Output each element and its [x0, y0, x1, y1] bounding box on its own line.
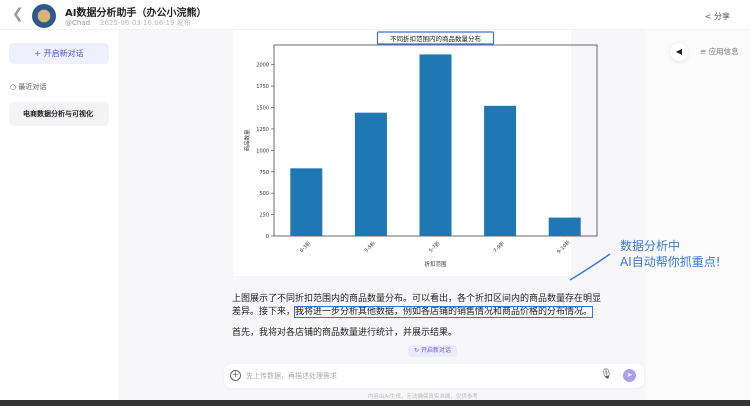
assistant-message: 上图展示了不同折扣范围内的商品数量分布。可以看出，各个折扣区间内的商品数量存在明… — [232, 293, 602, 318]
avatar — [32, 4, 56, 28]
annotation-line1: 数据分析中 — [620, 239, 681, 253]
bar-9-10折 — [548, 217, 581, 236]
new-chat-button[interactable]: + 开启新对话 — [9, 43, 109, 64]
send-button[interactable]: ➤ — [623, 369, 636, 382]
annotation: 数据分析中 AI自动帮你抓重点! — [620, 238, 721, 270]
y-axis-label: 商品数量 — [243, 129, 251, 152]
info-icon: ≡ — [700, 47, 709, 56]
share-icon: < — [704, 12, 712, 21]
y-tick-label: 250 — [259, 213, 269, 219]
y-tick-label: 0 — [266, 234, 269, 240]
chart-title: 不同折扣范围内的商品数量分布 — [390, 34, 482, 43]
input-placeholder: 先上传数据，再描述处理需求 — [246, 372, 337, 380]
y-tick-label: 1000 — [256, 148, 269, 154]
upload-plus-icon[interactable]: + — [230, 370, 241, 381]
bar-5-7折 — [419, 54, 452, 236]
recent-label: ○ 最近对话 — [10, 82, 46, 92]
publish-time: 2025-06-03 16:06:19 发布 — [100, 19, 191, 27]
message-text-2: 首先，我将对各店铺的商品数量进行统计，并展示结果。 — [232, 328, 458, 338]
y-tick-label: 1750 — [256, 84, 269, 90]
new-chat-chip[interactable]: ↻ 开启新对话 — [408, 345, 457, 357]
share-button[interactable]: < 分享 — [705, 11, 730, 22]
bar-0-3折 — [290, 168, 323, 236]
bar-3-5折 — [354, 112, 387, 236]
app-title: AI数据分析助手（办公小浣熊） — [65, 8, 207, 19]
header: ❮ AI数据分析助手（办公小浣熊） @Chad 2025-06-03 16:06:… — [0, 0, 750, 30]
y-tick-label: 1500 — [256, 106, 269, 112]
app-info-button[interactable]: ≡ 应用信息 — [700, 46, 739, 57]
x-axis-label: 折扣范围 — [424, 260, 447, 268]
app-info-label: 应用信息 — [708, 47, 739, 56]
author-info: @Chad 2025-06-03 16:06:19 发布 — [65, 18, 191, 28]
chat-icon: ○ — [10, 83, 19, 91]
speaker-icon[interactable]: ◀ — [670, 43, 688, 61]
bar-7-9折 — [484, 105, 517, 236]
highlighted-text: 我将进一步分析其他数据，例如各店铺的销售情况和商品价格的分布情况。 — [294, 305, 594, 318]
author: @Chad — [65, 19, 91, 27]
taskbar — [0, 400, 750, 406]
y-tick-label: 500 — [259, 191, 269, 197]
bar-chart: 0 250 500 750 1000 1250 1500 1750 2000 0-3折 3-5折 5-… — [243, 31, 598, 268]
microphone-icon[interactable]: 🎙 — [600, 369, 613, 380]
disclaimer: 内容由AI生成，无法确保真实准确，仅供参考 — [368, 394, 478, 400]
x-tick-label: 5-7折 — [427, 240, 441, 254]
share-label: 分享 — [714, 12, 730, 21]
y-tick-label: 1250 — [256, 127, 269, 133]
chip-label: 开启新对话 — [420, 347, 451, 354]
sidebar: + 开启新对话 ○ 最近对话 电商数据分析与可视化 — [0, 30, 118, 406]
message-text: 上图展示了不同折扣范围内的商品数量分布。可以看出，各个折扣区间内的商品数量存在明… — [232, 294, 602, 317]
recent-text: 最近对话 — [18, 83, 47, 91]
plus-icon: + — [34, 49, 44, 58]
chat-input[interactable]: + 先上传数据，再描述处理需求 🎙 ➤ — [224, 364, 644, 388]
y-tick-label: 2000 — [256, 63, 269, 69]
x-tick-label: 3-5折 — [363, 240, 377, 254]
x-tick-label: 7-9折 — [492, 240, 506, 254]
annotation-arrow — [569, 253, 611, 281]
right-panel — [646, 30, 750, 400]
back-icon[interactable]: ❮ — [12, 6, 24, 22]
title-box — [376, 31, 495, 45]
refresh-icon: ↻ — [414, 347, 421, 354]
annotation-line2: AI自动帮你抓重点! — [620, 255, 721, 269]
conversation-item[interactable]: 电商数据分析与可视化 — [9, 102, 109, 126]
x-tick-label: 0-3折 — [298, 240, 312, 254]
new-chat-label: 开启新对话 — [43, 49, 84, 58]
y-tick-label: 750 — [259, 170, 269, 176]
